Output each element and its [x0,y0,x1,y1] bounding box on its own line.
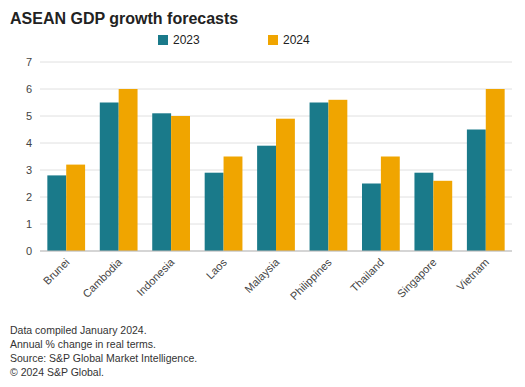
bar [224,157,243,252]
y-tick-label: 0 [26,245,32,257]
bar [257,146,276,251]
x-tick-label: Brunei [41,256,72,287]
bar [328,100,347,251]
grid-line [40,89,512,90]
bar [152,113,171,251]
bar [467,130,486,252]
bar [205,173,224,251]
x-tick-label: Laos [204,256,230,282]
footnote: Source: S&P Global Market Intelligence. [10,352,197,364]
bar [486,89,505,251]
bar [381,157,400,252]
bar [433,181,452,251]
grid-line [40,251,512,252]
legend-label: 2024 [283,33,310,47]
x-tick-label: Cambodia [80,255,125,300]
title: ASEAN GDP growth forecasts [10,10,238,27]
bar [310,103,329,252]
legend-label: 2023 [173,33,200,47]
bar [47,175,66,251]
grid-line [40,62,512,63]
bar [414,173,433,251]
bar [276,119,295,251]
y-tick-label: 4 [26,137,32,149]
chart-container: ASEAN GDP growth forecasts 0 1 2 3 4 5 6 7 Brunei… [0,0,525,387]
y-tick-label: 2 [26,191,32,203]
bar [119,89,138,251]
bar [362,184,381,252]
x-tick-label: Philippines [288,256,334,302]
y-tick-label: 7 [26,56,32,68]
footnote: Data compiled January 2024. [10,324,147,336]
x-tick-label: Vietnam [454,256,491,293]
x-tick-label: Indonesia [134,255,177,298]
y-tick-label: 1 [26,218,32,230]
y-tick-label: 3 [26,164,32,176]
x-tick-label: Thailand [348,256,386,294]
y-tick-label: 5 [26,110,32,122]
bar [171,116,190,251]
grid [40,62,512,251]
footnote: Annual % change in real terms. [10,338,156,350]
legend-swatch [158,35,168,45]
footnote: © 2024 S&P Global. [10,366,104,378]
x-axis-line [40,251,512,252]
chart: ASEAN GDP growth forecasts 0 1 2 3 4 5 6 7 Brunei… [0,0,525,387]
x-tick-label: Malaysia [242,255,282,295]
y-tick-label: 6 [26,83,32,95]
bar [66,165,85,251]
legend-swatch [268,35,278,45]
x-tick-label: Singapore [395,256,439,300]
bars [47,89,504,251]
bar [100,103,119,252]
legend: 2023 2024 [158,33,310,47]
